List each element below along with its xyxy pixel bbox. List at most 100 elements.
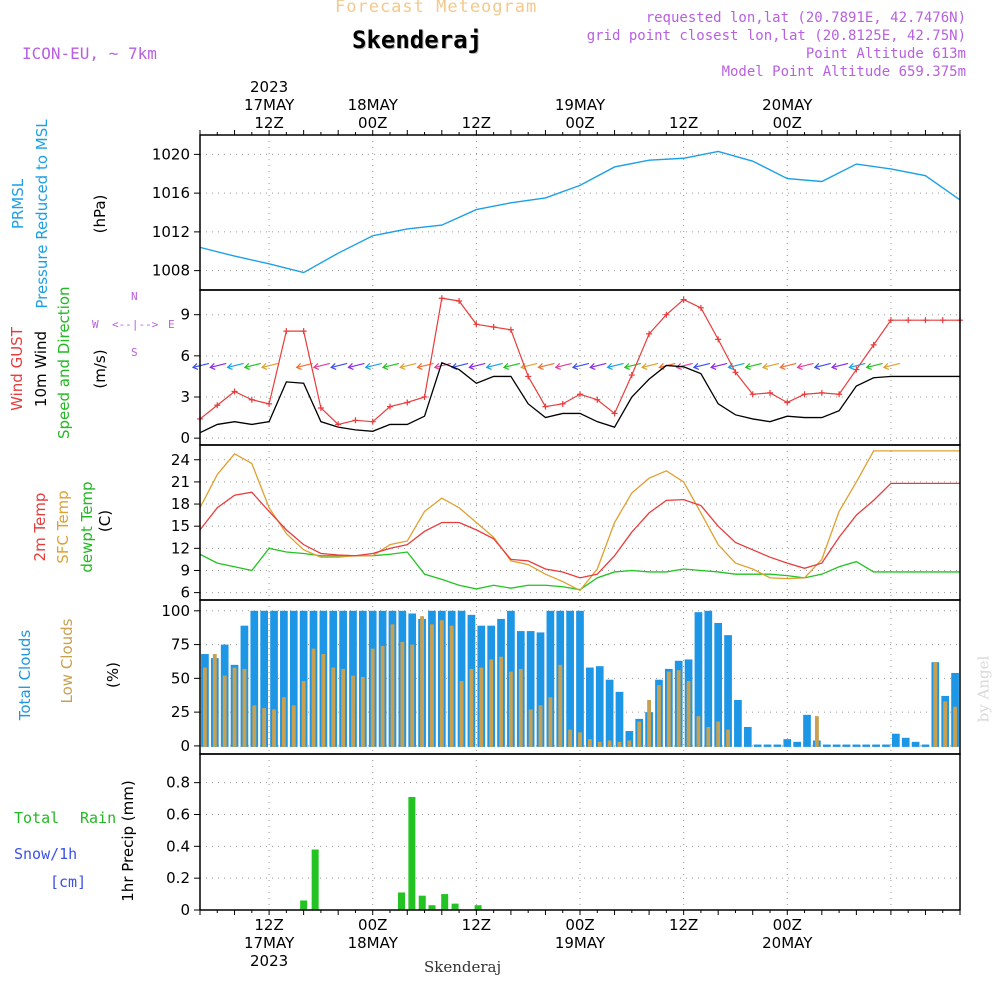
wind-arrow <box>814 362 831 369</box>
y-tick-label: 1016 <box>152 184 190 202</box>
wind-gust-marker <box>611 410 618 417</box>
wind-arrow <box>521 362 538 369</box>
prmsl-label: PRMSL <box>9 178 27 230</box>
compass-arrows: <--|--> <box>112 318 159 331</box>
compass-w: W <box>92 318 99 331</box>
low-cloud-bar <box>380 645 385 747</box>
wind-gust-marker <box>905 317 912 324</box>
wind-arrow-head <box>416 363 423 370</box>
wind-arrow <box>831 362 849 369</box>
model-label: ICON-EU, ~ 7km <box>22 44 157 63</box>
wind-arrow <box>227 362 244 369</box>
footer-location: Skenderaj <box>424 958 502 976</box>
low-cloud-bar <box>400 641 405 747</box>
low-cloud-bar <box>617 741 622 747</box>
low-cloud-bar <box>647 699 652 747</box>
total-cloud-bar <box>891 733 900 747</box>
total-cloud-bar <box>724 635 732 747</box>
x-label-time-top: 12Z <box>669 114 698 132</box>
wind-arrow-head <box>261 363 268 370</box>
low-cloud-bar <box>222 675 227 747</box>
wind-arrow <box>382 362 400 369</box>
low-cloud-bar <box>676 670 681 747</box>
y-tick-label: 24 <box>171 451 190 469</box>
total-cloud-bar <box>615 691 624 747</box>
y-tick-label: 3 <box>180 388 190 406</box>
wind-gust-marker <box>767 389 773 396</box>
total-cloud-bar <box>704 610 713 747</box>
wind-gust-marker <box>697 304 704 311</box>
low-cloud-bar <box>321 654 326 747</box>
low-cloud-bar <box>272 709 276 747</box>
wind-arrow <box>607 362 624 369</box>
low-cloud-bar <box>686 681 691 747</box>
x-label-date-bottom: 19MAY <box>555 934 606 952</box>
gridpoint-coords: grid point closest lon,lat (20.8125E, 42… <box>586 28 966 44</box>
wind-arrow-head <box>330 363 337 370</box>
rain-label: Rain <box>80 809 117 827</box>
x-label-date-top: 17MAY <box>244 96 295 114</box>
total-cloud-bar <box>595 666 604 747</box>
low-cloud-bar <box>360 677 365 747</box>
wind-arrow <box>693 362 711 369</box>
low-cloud-bar <box>390 624 395 747</box>
wind-arrow-head <box>485 363 492 370</box>
wind-arrow-head <box>381 363 389 370</box>
low-cloud-bar <box>242 668 247 747</box>
wind-arrow-head <box>468 363 475 370</box>
wind-gust-marker <box>456 297 463 304</box>
wind-gust-marker <box>335 421 342 428</box>
x-label-date-top: 20MAY <box>762 96 813 114</box>
wind-gust-marker <box>248 396 255 403</box>
wind-gust-marker <box>663 311 670 318</box>
requested-coords: requested lon,lat (20.7891E, 42.7476N) <box>645 10 966 26</box>
low-cloud-bar <box>666 671 671 747</box>
low-cloud-bar <box>479 667 484 747</box>
wind-arrow <box>313 362 331 369</box>
low-cloud-bar <box>528 709 533 747</box>
wind-gust-marker <box>836 391 843 398</box>
wind-gust-marker <box>507 326 514 333</box>
compass-e: E <box>168 318 175 331</box>
wind-gust-marker <box>266 400 273 407</box>
wind-gust-marker <box>438 295 445 302</box>
total-cloud-bar <box>832 744 841 747</box>
y-tick-label: 9 <box>180 306 190 324</box>
low-cloud-bar <box>933 662 938 747</box>
low-cloud-bar <box>232 667 237 747</box>
pressure-line <box>199 150 961 274</box>
low-cloud-bar <box>262 708 267 747</box>
wind-arrow <box>348 362 365 369</box>
y-tick-label: 0.6 <box>166 805 190 823</box>
wind-arrow-head <box>882 363 890 370</box>
temp-sfc-line <box>199 450 960 592</box>
wind-gust-marker <box>680 296 687 303</box>
total-cloud-bar <box>842 744 851 747</box>
total-cloud-bar <box>793 741 801 747</box>
low-cloud-bar <box>449 625 454 747</box>
total-cloud-bar <box>299 610 308 747</box>
wind-arrow <box>780 362 797 369</box>
wind-arrow-head <box>779 363 786 370</box>
wind-arrow <box>365 362 382 369</box>
low-cloud-bar <box>291 705 296 747</box>
wind-arrow-head <box>502 363 510 370</box>
wind-gust-marker <box>870 341 877 348</box>
total-cloud-bar <box>457 610 466 747</box>
x-label-date-top: 18MAY <box>348 96 399 114</box>
low-cloud-bar <box>508 671 513 747</box>
wind-arrow <box>451 362 469 369</box>
low-cloud-bar <box>578 732 582 747</box>
total-cloud-bar <box>773 744 782 747</box>
wind-gust-marker <box>939 317 946 324</box>
wind-arrow-head <box>295 363 302 370</box>
low-cloud-bar <box>341 668 346 747</box>
y-tick-label: 1012 <box>152 223 190 241</box>
wind-gust-marker <box>594 396 601 403</box>
y-tick-label: 1008 <box>152 262 190 280</box>
low-cloud-bar <box>706 726 711 747</box>
wind-arrow <box>883 362 901 369</box>
low-cloud-bar <box>281 697 286 747</box>
wind-arrow-head <box>312 363 320 370</box>
header-title: Forecast Meteogram <box>335 0 538 17</box>
